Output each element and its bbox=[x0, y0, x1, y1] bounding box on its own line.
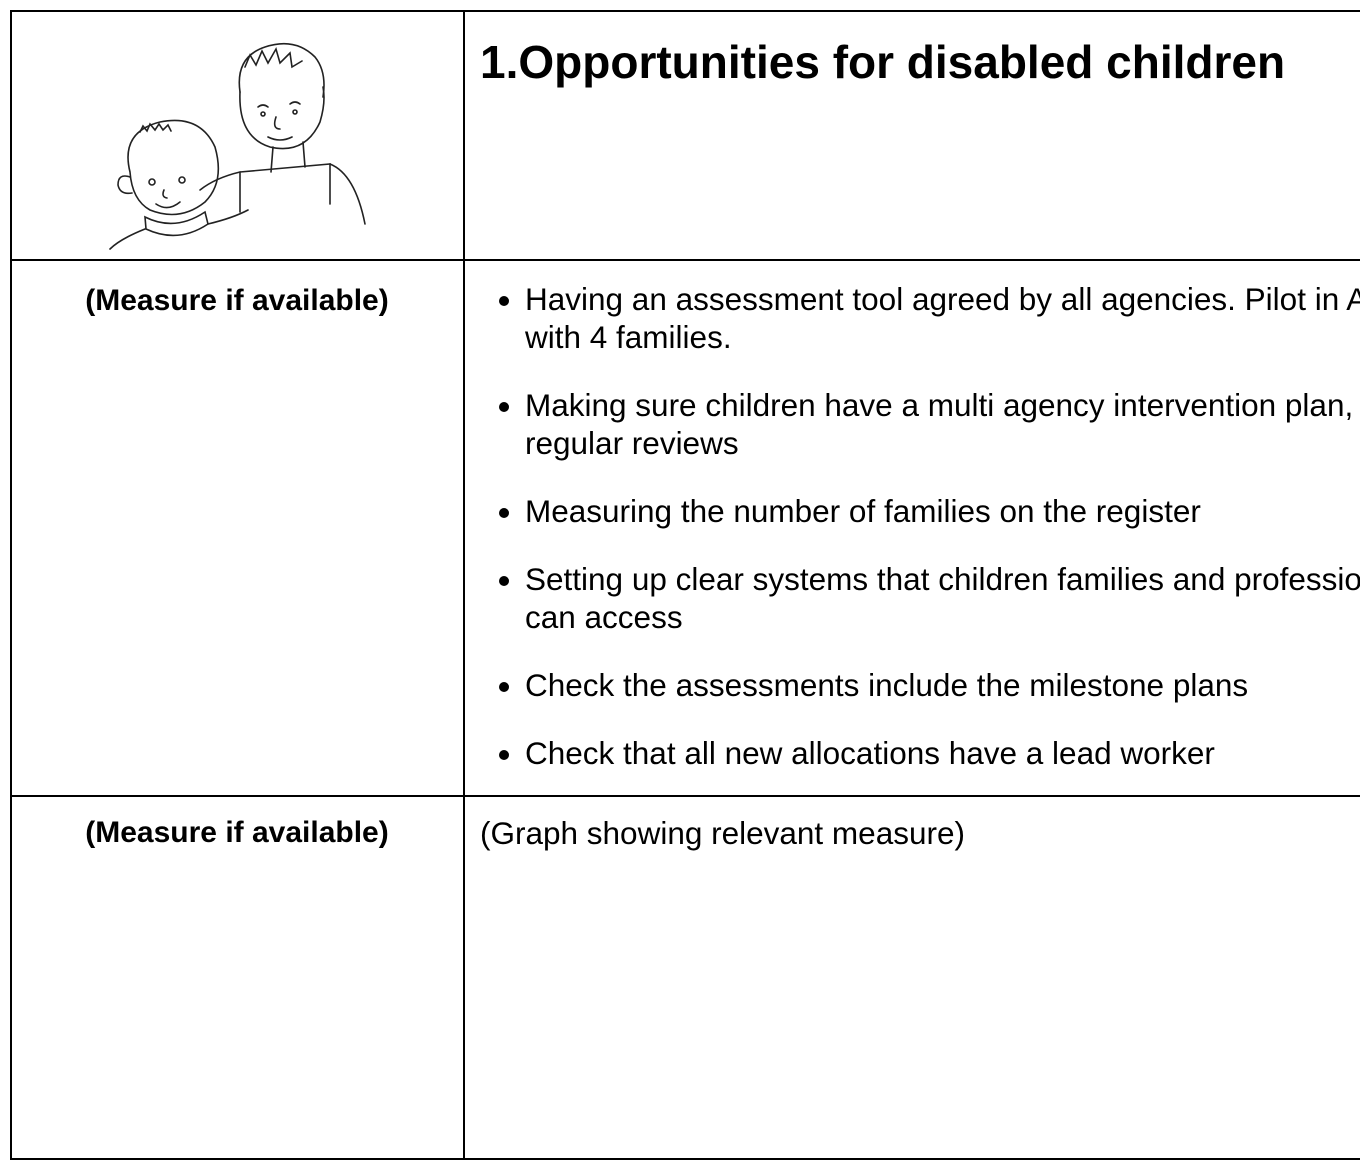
bullet-item: Having an assessment tool agreed by all … bbox=[525, 280, 1360, 356]
row-divider bbox=[10, 795, 1360, 797]
bullet-item: Check the assessments include the milest… bbox=[525, 666, 1360, 704]
row-label: (Measure if available) bbox=[85, 816, 389, 849]
section-number: 1. bbox=[480, 36, 519, 88]
bullet-item: Check that all new allocations have a le… bbox=[525, 734, 1360, 772]
bullet-item: Measuring the number of families on the … bbox=[525, 492, 1360, 530]
bullet-item: Making sure children have a multi agency… bbox=[525, 386, 1360, 462]
section-title: Opportunities for disabled children bbox=[518, 36, 1286, 88]
bullet-list: Having an assessment tool agreed by all … bbox=[480, 280, 1360, 802]
illustration bbox=[109, 42, 366, 250]
title: 1. Opportunities for disabled children bbox=[480, 32, 1340, 92]
row-divider bbox=[10, 259, 1360, 261]
column-divider bbox=[463, 10, 465, 1160]
page: {"header": {"number": "1.", "title": "Op… bbox=[0, 0, 1360, 1113]
bullet-item: Setting up clear systems that children f… bbox=[525, 560, 1360, 636]
row-label: (Measure if available) bbox=[85, 284, 389, 317]
graph-placeholder: (Graph showing relevant measure) bbox=[480, 815, 965, 851]
